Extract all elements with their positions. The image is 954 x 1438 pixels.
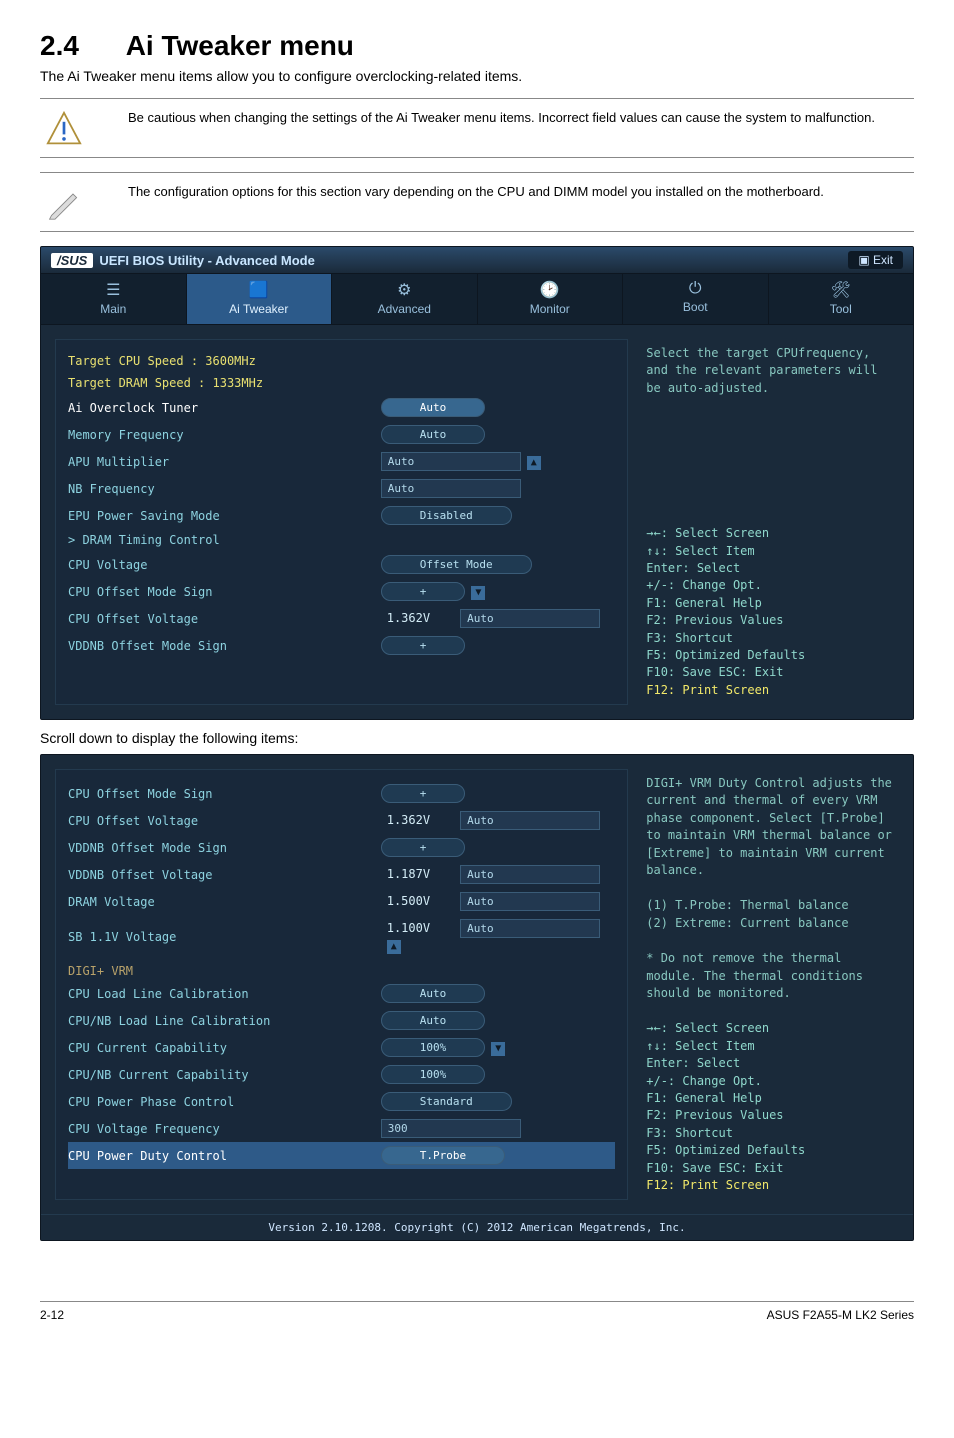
setting-row[interactable]: CPU Current Capability100%▼ xyxy=(68,1034,615,1061)
setting-row[interactable]: CPU/NB Current Capability100% xyxy=(68,1061,615,1088)
exit-button[interactable]: ▣ Exit xyxy=(848,251,903,269)
setting-row[interactable]: EPU Power Saving ModeDisabled xyxy=(68,502,615,529)
help-pane-2: DIGI+ VRM Duty Control adjusts the curre… xyxy=(642,769,899,1200)
setting-row[interactable]: CPU Offset Voltage1.362VAuto xyxy=(68,605,615,632)
bios-panel-2: CPU Offset Mode Sign+ CPU Offset Voltage… xyxy=(41,755,913,1214)
help-pane: Select the target CPUfrequency, and the … xyxy=(642,339,899,705)
setting-row[interactable]: CPU Offset Mode Sign+▼ xyxy=(68,578,615,605)
setting-row[interactable]: VDDNB Offset Mode Sign+ xyxy=(68,632,615,659)
bios-logo: /SUSUEFI BIOS Utility - Advanced Mode xyxy=(51,253,315,268)
settings-list-2: CPU Offset Mode Sign+ CPU Offset Voltage… xyxy=(55,769,628,1200)
page-footer: 2-12 ASUS F2A55-M LK2 Series xyxy=(40,1301,914,1322)
section-title: Ai Tweaker menu xyxy=(126,30,354,61)
setting-row[interactable]: CPU Offset Mode Sign+ xyxy=(68,780,615,807)
bios-tabs: ☰Main🟦Ai Tweaker⚙Advanced🕑Monitor⏻Boot🛠T… xyxy=(41,274,913,325)
setting-row[interactable]: VDDNB Offset Mode Sign+ xyxy=(68,834,615,861)
note-text: The configuration options for this secti… xyxy=(88,183,824,201)
setting-row[interactable]: CPU Voltage Frequency300 xyxy=(68,1115,615,1142)
intro-text: The Ai Tweaker menu items allow you to c… xyxy=(40,68,914,84)
bios-titlebar: /SUSUEFI BIOS Utility - Advanced Mode ▣ … xyxy=(41,247,913,274)
setting-row[interactable]: VDDNB Offset Voltage1.187VAuto xyxy=(68,861,615,888)
bios-window-2: CPU Offset Mode Sign+ CPU Offset Voltage… xyxy=(40,754,914,1241)
caution-text: Be cautious when changing the settings o… xyxy=(88,109,875,127)
nav-help-2: →←: Select Screen↑↓: Select ItemEnter: S… xyxy=(646,1020,895,1194)
settings-list: Target CPU Speed : 3600MHz Target DRAM S… xyxy=(55,339,628,705)
nav-help: →←: Select Screen↑↓: Select ItemEnter: S… xyxy=(646,525,895,699)
note-icon xyxy=(40,183,88,221)
tab-main[interactable]: ☰Main xyxy=(41,274,187,324)
setting-row[interactable]: Ai Overclock TunerAuto xyxy=(68,394,615,421)
section-number: 2.4 xyxy=(40,30,79,61)
setting-row[interactable]: CPU Offset Voltage1.362VAuto xyxy=(68,807,615,834)
caution-block: Be cautious when changing the settings o… xyxy=(40,98,914,158)
scroll-hint: Scroll down to display the following ite… xyxy=(40,730,914,746)
setting-row[interactable]: Memory FrequencyAuto xyxy=(68,421,615,448)
help-text-2: DIGI+ VRM Duty Control adjusts the curre… xyxy=(646,775,895,879)
help-text-2b: (1) T.Probe: Thermal balance(2) Extreme:… xyxy=(646,897,895,932)
setting-row[interactable]: APU MultiplierAuto▲ xyxy=(68,448,615,475)
caution-icon xyxy=(40,109,88,147)
footer-product: ASUS F2A55-M LK2 Series xyxy=(767,1308,914,1322)
setting-row[interactable]: CPU VoltageOffset Mode xyxy=(68,551,615,578)
tab-ai-tweaker[interactable]: 🟦Ai Tweaker xyxy=(187,274,333,324)
bios-window-1: /SUSUEFI BIOS Utility - Advanced Mode ▣ … xyxy=(40,246,914,720)
setting-row[interactable]: NB FrequencyAuto xyxy=(68,475,615,502)
digi-vrm-heading: DIGI+ VRM xyxy=(68,958,615,980)
tab-advanced[interactable]: ⚙Advanced xyxy=(332,274,478,324)
setting-row[interactable]: CPU/NB Load Line CalibrationAuto xyxy=(68,1007,615,1034)
setting-row[interactable]: > DRAM Timing Control xyxy=(68,529,615,551)
tab-boot[interactable]: ⏻Boot xyxy=(623,274,769,324)
setting-row[interactable]: CPU Load Line CalibrationAuto xyxy=(68,980,615,1007)
help-text-2c: * Do not remove the thermal module. The … xyxy=(646,950,895,1002)
tab-tool[interactable]: 🛠Tool xyxy=(769,274,914,324)
footer-page: 2-12 xyxy=(40,1308,64,1322)
section-heading: 2.4 Ai Tweaker menu xyxy=(40,30,914,62)
setting-row[interactable]: CPU Power Duty ControlT.Probe xyxy=(68,1142,615,1169)
bios-panel: Target CPU Speed : 3600MHz Target DRAM S… xyxy=(41,325,913,719)
tab-monitor[interactable]: 🕑Monitor xyxy=(478,274,624,324)
target-cpu: Target CPU Speed : 3600MHz xyxy=(68,350,615,372)
setting-row[interactable]: DRAM Voltage1.500VAuto xyxy=(68,888,615,915)
note-block: The configuration options for this secti… xyxy=(40,172,914,232)
setting-row[interactable]: SB 1.1V Voltage1.100VAuto▲ xyxy=(68,915,615,958)
target-dram: Target DRAM Speed : 1333MHz xyxy=(68,372,615,394)
setting-row[interactable]: CPU Power Phase ControlStandard xyxy=(68,1088,615,1115)
bios-version: Version 2.10.1208. Copyright (C) 2012 Am… xyxy=(41,1214,913,1240)
help-text: Select the target CPUfrequency, and the … xyxy=(646,345,895,397)
